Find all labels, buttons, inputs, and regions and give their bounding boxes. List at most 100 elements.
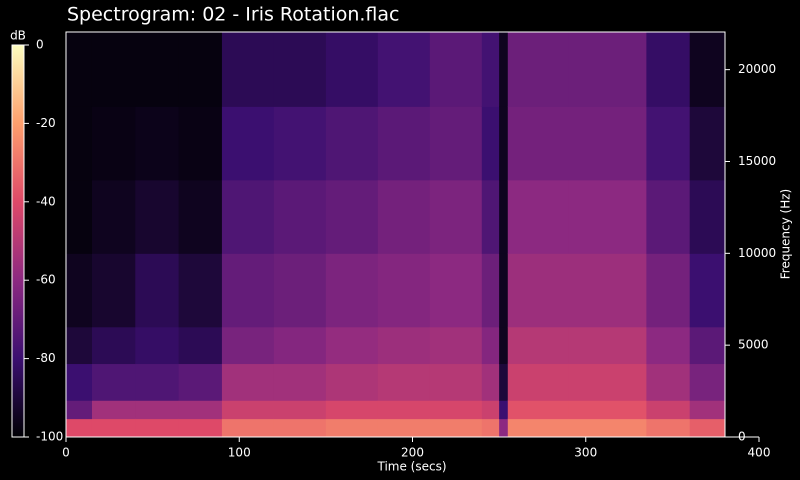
- spectrogram-cell: [325, 106, 379, 181]
- spectrogram-cell: [377, 179, 431, 254]
- spectrogram-cell: [91, 400, 136, 420]
- spectrogram-cell: [499, 253, 509, 328]
- x-tick-label: 300: [574, 446, 597, 460]
- y-tick-label: 15000: [738, 154, 776, 168]
- spectrogram-cell: [178, 32, 223, 107]
- spectrogram-cell: [325, 253, 379, 328]
- spectrogram-cell: [646, 253, 691, 328]
- spectrogram-cell: [377, 326, 431, 365]
- colorbar-tick-label: -80: [36, 351, 56, 365]
- y-tick-label: 0: [738, 430, 746, 444]
- spectrogram-cell: [568, 400, 647, 420]
- x-tick-label: 400: [748, 446, 771, 460]
- spectrogram-cell: [221, 179, 275, 254]
- spectrogram-cell: [499, 400, 509, 420]
- spectrogram-cell: [221, 326, 275, 365]
- spectrogram-cell: [507, 106, 569, 181]
- spectrogram-cell: [481, 32, 500, 107]
- y-axis-label: Frequency (Hz): [779, 189, 793, 280]
- spectrogram-cell: [568, 363, 647, 401]
- spectrogram-cell: [689, 179, 725, 254]
- spectrogram-cell: [646, 400, 691, 420]
- spectrogram-cell: [689, 32, 725, 107]
- spectrogram-cell: [481, 418, 500, 438]
- spectrogram-cell: [429, 253, 483, 328]
- spectrogram-cell: [481, 363, 500, 401]
- colorbar-tick-label: -40: [36, 194, 56, 208]
- spectrogram-cell: [178, 179, 223, 254]
- x-axis-label: Time (secs): [376, 460, 446, 474]
- spectrogram-cell: [135, 418, 180, 438]
- spectrogram-cell: [135, 400, 180, 420]
- spectrogram-cell: [689, 106, 725, 181]
- spectrogram-cell: [66, 400, 93, 420]
- spectrogram-cell: [91, 253, 136, 328]
- spectrogram-cell: [135, 179, 180, 254]
- spectrogram-cell: [135, 253, 180, 328]
- spectrogram-cell: [481, 253, 500, 328]
- spectrogram-cell: [377, 32, 431, 107]
- spectrogram-cell: [429, 363, 483, 401]
- spectrogram-cell: [377, 400, 431, 420]
- spectrogram-cell: [507, 418, 569, 438]
- spectrogram-cell: [66, 106, 93, 181]
- spectrogram-cell: [221, 106, 275, 181]
- spectrogram-cell: [646, 363, 691, 401]
- spectrogram-cell: [91, 326, 136, 365]
- colorbar-tick-label: -20: [36, 116, 56, 130]
- spectrogram-cell: [66, 253, 93, 328]
- spectrogram-cell: [66, 363, 93, 401]
- spectrogram-cell: [568, 253, 647, 328]
- spectrogram-cell: [481, 400, 500, 420]
- spectrogram-cell: [135, 32, 180, 107]
- spectrogram-cell: [325, 179, 379, 254]
- spectrogram-cell: [481, 179, 500, 254]
- spectrogram-cell: [481, 106, 500, 181]
- spectrogram-cell: [273, 179, 327, 254]
- y-tick-label: 10000: [738, 246, 776, 260]
- spectrogram-cell: [325, 326, 379, 365]
- spectrogram-cell: [221, 253, 275, 328]
- spectrogram-cell: [178, 253, 223, 328]
- spectrogram-cell: [178, 418, 223, 438]
- spectrogram-cell: [273, 253, 327, 328]
- spectrogram-cell: [646, 179, 691, 254]
- spectrogram-cell: [689, 253, 725, 328]
- spectrogram-cell: [178, 326, 223, 365]
- spectrogram-cell: [507, 253, 569, 328]
- spectrogram-cell: [91, 363, 136, 401]
- spectrogram-cell: [429, 106, 483, 181]
- spectrogram-cell: [689, 418, 725, 438]
- y-tick-label: 5000: [738, 338, 769, 352]
- spectrogram-cell: [273, 32, 327, 107]
- spectrogram-cell: [507, 363, 569, 401]
- chart-title: Spectrogram: 02 - Iris Rotation.flac: [67, 4, 400, 26]
- spectrogram-cell: [66, 32, 93, 107]
- spectrogram-cell: [429, 400, 483, 420]
- spectrogram-cell: [507, 326, 569, 365]
- spectrogram-cell: [221, 363, 275, 401]
- spectrogram-cell: [499, 363, 509, 401]
- spectrogram-cell: [66, 179, 93, 254]
- spectrogram-cell: [135, 363, 180, 401]
- spectrogram-cell: [135, 326, 180, 365]
- colorbar-label: dB: [10, 29, 26, 43]
- spectrogram-cell: [273, 418, 327, 438]
- spectrogram-cell: [377, 418, 431, 438]
- spectrogram-cell: [568, 32, 647, 107]
- spectrogram-cell: [499, 418, 509, 438]
- spectrogram-cell: [273, 400, 327, 420]
- spectrogram-cell: [221, 418, 275, 438]
- spectrogram-cell: [646, 326, 691, 365]
- spectrogram-cell: [273, 363, 327, 401]
- spectrogram-cell: [66, 326, 93, 365]
- spectrogram-cell: [273, 106, 327, 181]
- spectrogram-cell: [568, 418, 647, 438]
- spectrogram-cell: [499, 32, 509, 107]
- spectrogram-cell: [507, 179, 569, 254]
- spectrogram-cell: [499, 179, 509, 254]
- spectrogram-cell: [568, 326, 647, 365]
- cells: [66, 32, 725, 438]
- x-tick-label: 0: [62, 446, 70, 460]
